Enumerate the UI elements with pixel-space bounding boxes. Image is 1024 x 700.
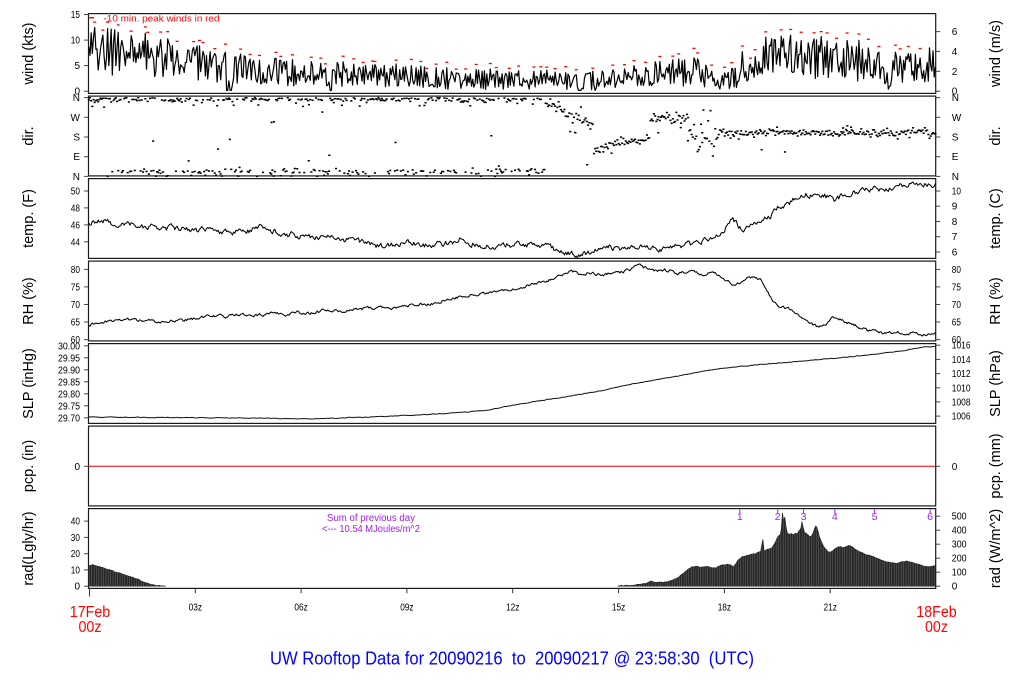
svg-text:S: S [73, 133, 80, 144]
svg-text:1006: 1006 [952, 412, 971, 423]
svg-text:0: 0 [952, 462, 958, 473]
svg-text:E: E [952, 152, 959, 163]
svg-text:wind (kts): wind (kts) [21, 22, 37, 85]
svg-text:W: W [952, 113, 962, 124]
svg-text:18z: 18z [718, 603, 731, 614]
svg-text:E: E [73, 152, 80, 163]
svg-text:60: 60 [71, 335, 81, 346]
svg-text:temp. (F): temp. (F) [21, 189, 37, 248]
svg-text:0: 0 [74, 87, 80, 98]
svg-text:0: 0 [74, 462, 80, 473]
svg-text:N: N [73, 93, 80, 104]
svg-text:6: 6 [952, 248, 958, 259]
svg-text:46: 46 [71, 220, 81, 231]
svg-text:80: 80 [952, 265, 962, 276]
svg-text:29.70: 29.70 [58, 413, 80, 424]
svg-text:50: 50 [71, 187, 81, 198]
svg-text:S: S [952, 133, 959, 144]
svg-text:temp. (C): temp. (C) [988, 188, 1004, 248]
svg-text:500: 500 [952, 512, 967, 523]
svg-text:rad(Lgly/hr): rad(Lgly/hr) [21, 511, 37, 585]
svg-text:9: 9 [952, 202, 958, 213]
svg-text:W: W [71, 113, 81, 124]
svg-text:1: 1 [737, 511, 743, 523]
svg-text:200: 200 [952, 554, 967, 565]
svg-text:4: 4 [952, 47, 958, 58]
svg-text:3: 3 [801, 511, 807, 523]
svg-text:RH (%): RH (%) [988, 277, 1004, 325]
svg-text:06z: 06z [294, 603, 307, 614]
svg-text:70: 70 [71, 300, 81, 311]
svg-text:29.80: 29.80 [58, 389, 80, 400]
svg-text:03z: 03z [189, 603, 202, 614]
svg-text:6: 6 [952, 27, 958, 38]
svg-text:10: 10 [952, 187, 962, 198]
svg-text:40: 40 [71, 517, 81, 528]
svg-text:75: 75 [952, 282, 962, 293]
svg-text:5: 5 [872, 511, 878, 523]
svg-text:<--- 10.54 MJoules/m^2: <--- 10.54 MJoules/m^2 [322, 524, 420, 535]
svg-text:75: 75 [71, 282, 81, 293]
svg-text:pcp. (in): pcp. (in) [21, 440, 37, 492]
svg-text:65: 65 [952, 318, 962, 329]
svg-text:SLP (hPa): SLP (hPa) [988, 350, 1004, 417]
svg-text:dir.: dir. [988, 126, 1004, 145]
svg-text:5: 5 [74, 61, 80, 72]
svg-text:0: 0 [74, 582, 80, 593]
svg-text:48: 48 [71, 203, 81, 214]
svg-text:30: 30 [71, 533, 81, 544]
svg-text:1012: 1012 [952, 369, 971, 380]
svg-text:00z: 00z [925, 619, 948, 636]
svg-text:29.95: 29.95 [58, 353, 80, 364]
svg-text:Sum of previous day: Sum of previous day [327, 513, 415, 524]
svg-text:RH (%): RH (%) [21, 277, 37, 325]
svg-text:2: 2 [775, 511, 781, 523]
svg-text:SLP (inHg): SLP (inHg) [21, 348, 37, 419]
svg-text:70: 70 [952, 300, 962, 311]
svg-text:7: 7 [952, 232, 958, 243]
svg-text:15: 15 [71, 10, 81, 21]
svg-text:15z: 15z [612, 603, 625, 614]
svg-text:09z: 09z [400, 603, 413, 614]
svg-text:1014: 1014 [952, 355, 971, 366]
svg-text:00z: 00z [79, 619, 102, 636]
svg-text:21z: 21z [824, 603, 837, 614]
svg-text:N: N [952, 172, 959, 183]
svg-text:0: 0 [952, 582, 958, 593]
svg-text:20: 20 [71, 549, 81, 560]
svg-text:1010: 1010 [952, 383, 971, 394]
svg-text:4: 4 [832, 511, 838, 523]
svg-text:2: 2 [952, 67, 958, 78]
svg-text:6: 6 [927, 511, 933, 523]
svg-text:12z: 12z [506, 603, 519, 614]
svg-text:dir.: dir. [21, 126, 37, 145]
svg-text:UW Rooftop Data for 20090216: UW Rooftop Data for 20090216 to 20090217… [270, 649, 754, 669]
svg-text:N: N [73, 172, 80, 183]
svg-text:wind (m/s): wind (m/s) [988, 20, 1004, 88]
svg-text:17Feb: 17Feb [70, 604, 111, 621]
svg-text:10: 10 [71, 565, 81, 576]
svg-text:65: 65 [71, 318, 81, 329]
svg-text:8: 8 [952, 217, 958, 228]
svg-text:29.85: 29.85 [58, 377, 80, 388]
svg-text:30.00: 30.00 [58, 341, 80, 352]
svg-text:400: 400 [952, 526, 967, 537]
svg-text:N: N [952, 93, 959, 104]
svg-text:29.75: 29.75 [58, 401, 80, 412]
svg-text:rad (W/m^2): rad (W/m^2) [988, 509, 1004, 588]
svg-text:100: 100 [952, 568, 967, 579]
svg-text:0: 0 [952, 87, 958, 98]
svg-text:29.90: 29.90 [58, 365, 80, 376]
svg-text:pcp. (mm): pcp. (mm) [988, 433, 1004, 498]
svg-text:1016: 1016 [952, 341, 971, 352]
svg-text:1008: 1008 [952, 397, 971, 408]
svg-text:60: 60 [952, 335, 962, 346]
svg-text:-10 min. peak winds in red: -10 min. peak winds in red [104, 14, 220, 24]
svg-text:18Feb: 18Feb [916, 604, 957, 621]
svg-text:44: 44 [71, 237, 81, 248]
svg-text:10: 10 [71, 36, 81, 47]
svg-text:300: 300 [952, 540, 967, 551]
svg-text:80: 80 [71, 265, 81, 276]
